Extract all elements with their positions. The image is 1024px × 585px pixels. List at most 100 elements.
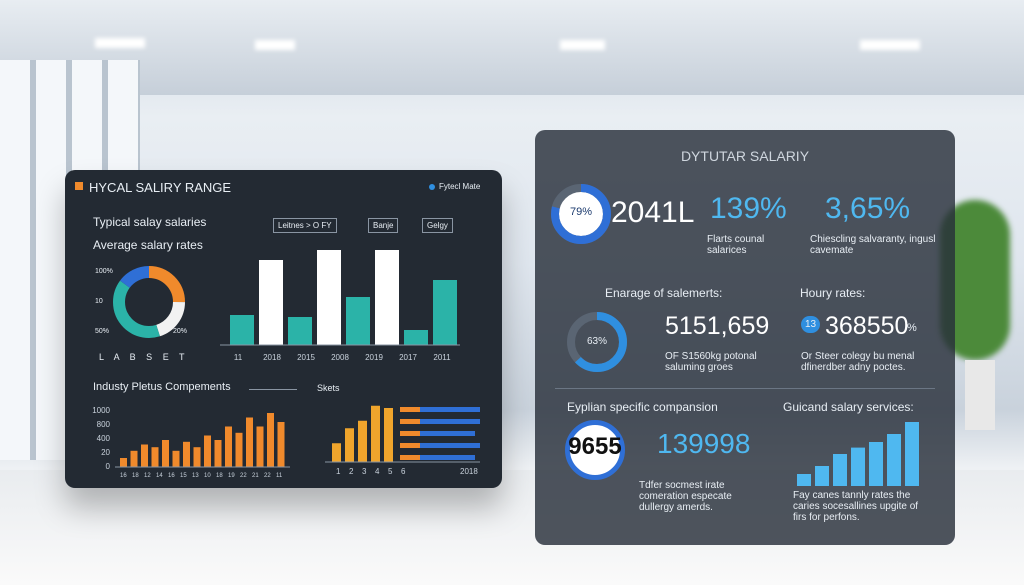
bar (193, 447, 201, 467)
stat-caption: Tdfer socmest irate comeration especate … (639, 480, 732, 513)
hbar (420, 455, 475, 460)
bar (120, 458, 127, 467)
subtitle: Typical salay salaries (93, 215, 207, 229)
light (860, 40, 920, 50)
x-tick-label: 2015 (297, 353, 315, 362)
x-tick-label: 16 (168, 473, 175, 479)
bar (225, 426, 232, 467)
plant-pot (965, 360, 995, 430)
x-tick-label: 2008 (331, 353, 349, 362)
bar-accent (400, 419, 420, 424)
x-tick-label: 3 (362, 467, 367, 476)
bar (332, 443, 341, 462)
bar (851, 447, 865, 486)
section-title: Industy Pletus Compements (93, 381, 231, 393)
bar-chart: 1 2 3 4 5 6 2018 (325, 405, 480, 476)
bar-chart (797, 422, 919, 486)
light (95, 38, 145, 48)
bar (887, 434, 901, 486)
bar (815, 466, 829, 486)
bar (404, 330, 428, 345)
bar (151, 447, 159, 467)
right-panel: DYTUTAR SALARIY 79% 2041L 139% Flarts co… (535, 130, 955, 545)
x-tick-label: 13 (192, 473, 199, 479)
filter[interactable]: Leitnes > O FY (273, 218, 337, 233)
stat-caption: Or Steer colegy bu menal dfinerdber adny… (801, 351, 915, 373)
x-tick-label: 15 (180, 473, 187, 479)
y-tick-label: 0 (106, 462, 111, 471)
donut-letters: L A B S E T (99, 352, 189, 362)
bar-chart: 11 2018 2015 2008 2019 2017 2011 (220, 250, 460, 362)
ceiling (0, 0, 1024, 95)
y-tick-label: 400 (97, 434, 111, 443)
bar (162, 440, 169, 467)
pin: 13 (801, 316, 821, 333)
donut-label: 20% (173, 328, 188, 335)
bar (384, 408, 393, 462)
left-panel: HYCAL SALIRY RANGE Fytecl Mate Typical s… (65, 170, 502, 488)
bar (371, 405, 380, 462)
panel-title: DYTUTAR SALARIY (680, 148, 810, 164)
x-tick-label: 5 (388, 467, 393, 476)
gauge-label: 63% (586, 336, 607, 347)
section-title: Enarage of salemerts: (605, 286, 723, 300)
bar (183, 441, 190, 467)
bar (130, 450, 138, 467)
section-title: Average salary rates (93, 238, 203, 252)
bar (235, 432, 243, 467)
bar (905, 422, 919, 486)
stat: 3,65% (825, 192, 911, 225)
bar (346, 297, 370, 345)
divider (555, 388, 935, 389)
bar (230, 315, 254, 345)
panel-title: HYCAL SALIRY RANGE (89, 180, 232, 195)
stat: 5151,659 (665, 312, 770, 340)
x-tick-label: 18 (216, 473, 223, 479)
filter[interactable]: Banje (368, 218, 399, 233)
bar-accent (400, 431, 420, 436)
x-tick-label: 2018 (263, 353, 281, 362)
bar-accent (400, 443, 420, 448)
stat-caption: Chiescling salvaranty, ingusl cavemate (810, 234, 936, 256)
bar (433, 280, 457, 345)
x-tick-label: 2017 (399, 353, 417, 362)
bar (214, 440, 222, 467)
hbar (420, 443, 480, 448)
stat: 9655 (568, 433, 622, 460)
filter[interactable]: Gelgy (422, 218, 453, 233)
bar (358, 420, 367, 462)
donut-segment (113, 266, 185, 338)
bar (869, 442, 883, 486)
gauge (567, 312, 627, 372)
bar (204, 435, 211, 467)
stat-unit: % (907, 322, 917, 334)
gauge-arc (551, 184, 611, 244)
gauge (551, 184, 611, 244)
x-tick-label: 16 (120, 473, 127, 479)
stat-caption: OF S1560kg potonal saluming groes (665, 351, 757, 373)
x-tick-label: 2 (349, 467, 354, 476)
x-tick-label: 10 (204, 473, 211, 479)
bar (256, 426, 264, 467)
bar (288, 317, 312, 345)
bar (267, 413, 274, 467)
x-tick-label: 4 (375, 467, 380, 476)
light (560, 40, 605, 50)
section-title: Skets (317, 383, 340, 393)
bar (833, 454, 847, 486)
x-tick-label: 12 (144, 473, 151, 479)
bar (172, 450, 180, 467)
stat: 139998 (657, 428, 751, 459)
stat: 368550 (825, 312, 909, 340)
bar (797, 474, 811, 486)
divider (249, 389, 297, 390)
bar-accent (400, 407, 420, 412)
legend-dot (429, 184, 435, 190)
donut-chart (113, 266, 185, 338)
section-title: Eyplian specific compansion (567, 400, 718, 414)
gauge-arc (567, 312, 627, 372)
bar (246, 417, 253, 467)
badge (565, 420, 625, 480)
stat: 139% (710, 192, 787, 225)
